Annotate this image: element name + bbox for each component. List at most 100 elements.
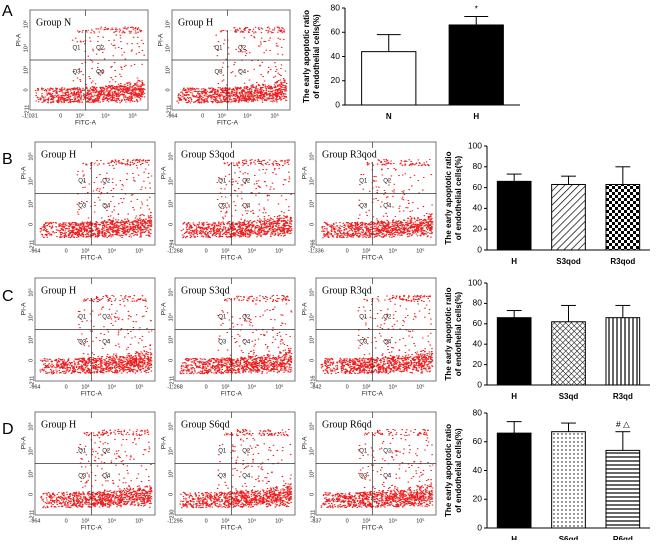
group-label: Group S6qd <box>181 419 230 430</box>
y-tick-label: 10⁵ <box>27 422 34 430</box>
bar <box>361 51 417 106</box>
group-label-bg <box>319 284 377 298</box>
group-label: Group H <box>178 17 213 28</box>
x-tick-label: H <box>473 112 479 121</box>
quadrant-label: Q2 <box>242 449 251 455</box>
y-min-label: -211 <box>29 376 35 387</box>
x-min-label: -1,295 <box>167 518 183 524</box>
y-tick-label: 10⁵ <box>22 20 29 28</box>
y-tick-label: 10⁴ <box>27 312 34 321</box>
y-tick-label: 10³ <box>28 200 34 208</box>
x-tick-label: 10⁵ <box>275 247 283 254</box>
y-axis-label: PI-A <box>21 436 28 449</box>
y-min-label: -211 <box>169 376 175 387</box>
y-tick-label: 10³ <box>23 66 29 74</box>
y-tick-label: 10³ <box>168 470 174 478</box>
quadrant-label: Q4 <box>102 339 111 345</box>
annotation: # △ <box>616 419 630 429</box>
y-tick-label: 10³ <box>28 470 34 478</box>
event-dots <box>320 428 434 509</box>
x-axis-label: FITC-A <box>81 391 103 398</box>
y-min-label: -211 <box>29 240 35 251</box>
y-tick-label: 10³ <box>165 66 171 74</box>
quadrant-label: Q4 <box>242 339 251 345</box>
x-tick-label: 10⁴ <box>248 247 257 254</box>
x-tick-label: 10⁵ <box>416 383 424 390</box>
x-tick-label: 10⁴ <box>108 383 117 390</box>
x-tick-label: 10³ <box>362 384 370 390</box>
y-min-label: -216 <box>310 375 316 386</box>
x-tick-label: 10⁵ <box>135 517 143 524</box>
x-tick-label: 10⁴ <box>108 517 117 524</box>
x-min-label: -964 <box>166 113 177 119</box>
x-tick-label: 10⁵ <box>275 383 283 390</box>
quadrant-label: Q4 <box>383 203 392 209</box>
bar <box>605 449 641 529</box>
x-min-label: -1,268 <box>167 248 183 254</box>
quadrant-label: Q3 <box>72 70 81 76</box>
x-tick-label: N <box>386 112 392 121</box>
group-label-bg <box>38 148 96 162</box>
group-label: Group H <box>41 149 76 160</box>
y-tick-label: 10⁴ <box>308 176 315 185</box>
x-tick-label: 10⁴ <box>248 517 257 524</box>
group-label-bg <box>38 284 96 298</box>
quadrant-label: Q3 <box>359 203 368 209</box>
y-axis-label: PI-A <box>161 166 168 179</box>
x-tick-label: H <box>511 257 517 266</box>
quadrant-label: Q2 <box>383 315 392 321</box>
y-tick-label: 10⁵ <box>308 422 315 430</box>
quadrant-label: Q4 <box>242 473 251 479</box>
bar <box>551 321 586 386</box>
x-tick-label: 10³ <box>221 248 229 254</box>
x-min-label: -964 <box>29 384 40 390</box>
quadrant-label: Q2 <box>96 46 105 52</box>
quadrant-label: Q3 <box>218 339 227 345</box>
y-min-label: -211 <box>166 105 172 116</box>
event-dots <box>320 294 434 375</box>
y-tick-label: 40 <box>331 51 341 61</box>
group-label: Group H <box>41 419 76 430</box>
y-tick-label: 10⁴ <box>167 312 174 321</box>
panel-letter: B <box>2 151 13 168</box>
x-tick-label: 10³ <box>362 248 370 254</box>
group-label-bg <box>319 418 377 432</box>
group-label-bg <box>33 16 91 30</box>
quadrant-label: Q3 <box>78 203 87 209</box>
quadrant-label: Q1 <box>218 449 227 455</box>
group-label-bg <box>178 148 236 162</box>
quadrant-label: Q3 <box>359 473 368 479</box>
x-tick-label: 10⁵ <box>416 517 424 524</box>
event-dots <box>180 159 293 239</box>
y-axis-label: The early apoptotic ratio <box>444 424 453 517</box>
x-min-label: -842 <box>310 384 321 390</box>
x-tick-label: 0 <box>65 384 68 390</box>
y-min-label: -211 <box>310 510 316 521</box>
x-tick-label: 10⁵ <box>270 112 278 119</box>
y-axis-label: of endothelial cells(%) <box>312 14 321 99</box>
quadrant-label: Q3 <box>218 473 227 479</box>
y-tick-label: 10³ <box>309 336 315 344</box>
quadrant-label: Q3 <box>214 70 223 76</box>
x-tick-label: 10³ <box>218 113 226 119</box>
x-tick-label: 10³ <box>81 518 89 524</box>
y-tick-label: 0 <box>309 359 315 362</box>
y-tick-label: 80 <box>473 407 483 417</box>
x-axis-label: FITC-A <box>221 525 243 532</box>
y-axis-label: PI-A <box>16 33 23 46</box>
y-tick-label: 10³ <box>168 200 174 208</box>
y-tick-label: 0 <box>168 359 174 362</box>
y-tick-label: 0 <box>335 99 340 109</box>
group-label: Group S3qd <box>181 285 230 296</box>
quadrant-label: Q1 <box>359 179 368 185</box>
annotation: * <box>475 4 479 14</box>
x-tick-label: 10³ <box>81 384 89 390</box>
x-axis-label: FITC-A <box>81 255 103 262</box>
y-tick-label: 60 <box>473 436 483 446</box>
panel-letter: D <box>2 421 14 438</box>
group-label-bg <box>38 418 96 432</box>
y-tick-label: 0 <box>477 379 482 389</box>
x-tick-label: 0 <box>201 113 204 119</box>
quadrant-label: Q2 <box>102 179 111 185</box>
